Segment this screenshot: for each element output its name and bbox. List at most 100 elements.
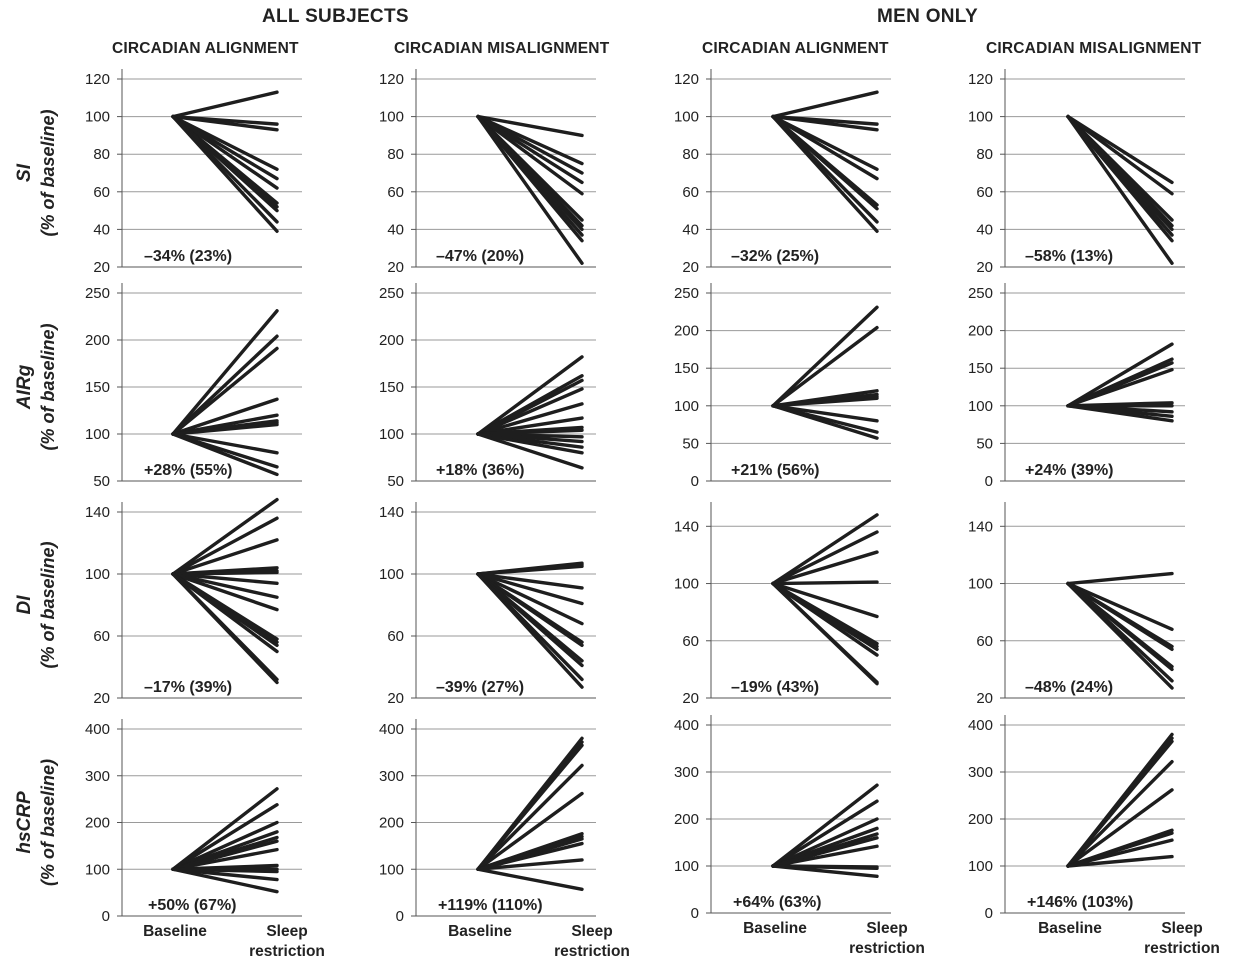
subject-line bbox=[1066, 581, 1174, 632]
y-tick-label: 60 bbox=[682, 184, 699, 201]
subject-line bbox=[171, 346, 279, 436]
subject-line bbox=[1066, 114, 1174, 243]
subject-line bbox=[1066, 739, 1174, 868]
y-tick-label: 100 bbox=[674, 858, 699, 875]
y-tick-label: 60 bbox=[93, 628, 110, 645]
subject-line bbox=[476, 572, 584, 689]
subject-line bbox=[476, 572, 584, 647]
y-tick-label: 100 bbox=[674, 109, 699, 126]
x-tick-label-sleep-restriction: Sleep bbox=[266, 923, 307, 940]
y-tick-label: 200 bbox=[968, 811, 993, 828]
y-axis-title-si: SI bbox=[14, 163, 35, 182]
y-tick-label: 400 bbox=[674, 717, 699, 734]
y-tick-label: 100 bbox=[968, 109, 993, 126]
y-tick-label: 0 bbox=[396, 908, 404, 925]
panel-airg-men-alignment: 0 50 100 150 200 250 +21% (56%) bbox=[674, 283, 891, 490]
panel-airg-all-misalignment: 50 100 150 200 250 +18% (36%) bbox=[379, 283, 596, 490]
y-axis-subtitle: (% of baseline) bbox=[38, 323, 58, 450]
y-tick-label: 400 bbox=[379, 721, 404, 738]
subject-line bbox=[476, 114, 584, 243]
change-annotation: +24% (39%) bbox=[1025, 462, 1114, 479]
subject-line bbox=[771, 396, 879, 408]
y-tick-label: 100 bbox=[379, 426, 404, 443]
subject-line bbox=[476, 114, 584, 138]
y-tick-label: 150 bbox=[379, 379, 404, 396]
x-tick-label-sleep-restriction: Sleep bbox=[1161, 920, 1202, 937]
y-tick-label: 50 bbox=[976, 435, 993, 452]
y-axis-subtitle: (% of baseline) bbox=[38, 541, 58, 668]
y-tick-label: 150 bbox=[85, 379, 110, 396]
subject-line bbox=[771, 325, 879, 408]
subject-line bbox=[171, 572, 279, 599]
subject-line bbox=[771, 580, 879, 586]
y-tick-label: 100 bbox=[85, 861, 110, 878]
subject-line bbox=[476, 402, 584, 436]
change-annotation: +50% (67%) bbox=[148, 897, 237, 914]
subject-line bbox=[771, 513, 879, 586]
y-tick-label: 60 bbox=[976, 184, 993, 201]
y-tick-label: 40 bbox=[976, 221, 993, 238]
x-tick-label-sleep-restriction-line2: restriction bbox=[249, 943, 325, 960]
subject-line bbox=[771, 581, 879, 686]
y-tick-label: 0 bbox=[691, 473, 699, 490]
y-tick-label: 140 bbox=[968, 518, 993, 535]
panel-airg-all-alignment: 50 100 150 200 250 +28% (55%) bbox=[85, 283, 302, 490]
y-tick-label: 200 bbox=[85, 332, 110, 349]
subject-line bbox=[1066, 571, 1174, 586]
column-title-all-alignment: CIRCADIAN ALIGNMENT bbox=[112, 40, 299, 57]
column-title-all-misalignment: CIRCADIAN MISALIGNMENT bbox=[394, 40, 610, 57]
y-tick-label: 100 bbox=[85, 566, 110, 583]
y-tick-label: 120 bbox=[674, 71, 699, 88]
y-tick-label: 0 bbox=[691, 905, 699, 922]
change-annotation: –47% (20%) bbox=[436, 248, 524, 265]
y-tick-label: 400 bbox=[85, 721, 110, 738]
y-tick-label: 20 bbox=[93, 690, 110, 707]
subject-line bbox=[476, 114, 584, 196]
x-tick-label-baseline: Baseline bbox=[143, 923, 207, 940]
subject-line bbox=[171, 538, 279, 576]
y-tick-label: 40 bbox=[682, 221, 699, 238]
y-tick-label: 80 bbox=[93, 146, 110, 163]
subject-line bbox=[1066, 759, 1174, 868]
x-tick-label-sleep-restriction-line2: restriction bbox=[1144, 940, 1220, 957]
subject-line bbox=[476, 432, 584, 470]
subject-line bbox=[1066, 581, 1174, 690]
subject-line bbox=[171, 572, 279, 585]
y-tick-label: 150 bbox=[674, 360, 699, 377]
change-annotation: –32% (25%) bbox=[731, 248, 819, 265]
x-tick-label-sleep-restriction: Sleep bbox=[866, 920, 907, 937]
subject-line bbox=[476, 387, 584, 436]
y-tick-label: 20 bbox=[682, 690, 699, 707]
subject-line bbox=[771, 114, 879, 233]
y-tick-label: 40 bbox=[93, 221, 110, 238]
y-tick-label: 100 bbox=[674, 576, 699, 593]
change-annotation: –58% (13%) bbox=[1025, 248, 1113, 265]
y-axis-title-hscrp: hsCRP bbox=[14, 791, 35, 854]
y-tick-label: 60 bbox=[93, 184, 110, 201]
y-tick-label: 200 bbox=[379, 332, 404, 349]
x-tick-label-baseline: Baseline bbox=[448, 923, 512, 940]
panel-airg-men-misalignment: 0 50 100 150 200 250 +24% (39%) bbox=[968, 283, 1185, 490]
y-tick-label: 0 bbox=[102, 908, 110, 925]
subject-line bbox=[476, 841, 584, 871]
y-tick-label: 20 bbox=[93, 259, 110, 276]
y-axis-subtitle: (% of baseline) bbox=[38, 109, 58, 236]
subject-line bbox=[476, 867, 584, 892]
y-tick-label: 300 bbox=[968, 764, 993, 781]
y-tick-label: 100 bbox=[968, 576, 993, 593]
subject-line bbox=[771, 114, 879, 132]
subject-line bbox=[171, 570, 279, 576]
y-tick-label: 100 bbox=[85, 109, 110, 126]
change-annotation: –19% (43%) bbox=[731, 679, 819, 696]
y-tick-label: 140 bbox=[85, 504, 110, 521]
subject-line bbox=[476, 432, 584, 455]
group-title-all-subjects: ALL SUBJECTS bbox=[262, 6, 409, 27]
subject-line bbox=[1066, 114, 1174, 196]
subject-line bbox=[476, 572, 584, 590]
y-tick-label: 20 bbox=[976, 690, 993, 707]
y-tick-label: 300 bbox=[85, 768, 110, 785]
y-tick-label: 200 bbox=[674, 811, 699, 828]
subject-line bbox=[171, 516, 279, 576]
y-tick-label: 140 bbox=[379, 504, 404, 521]
